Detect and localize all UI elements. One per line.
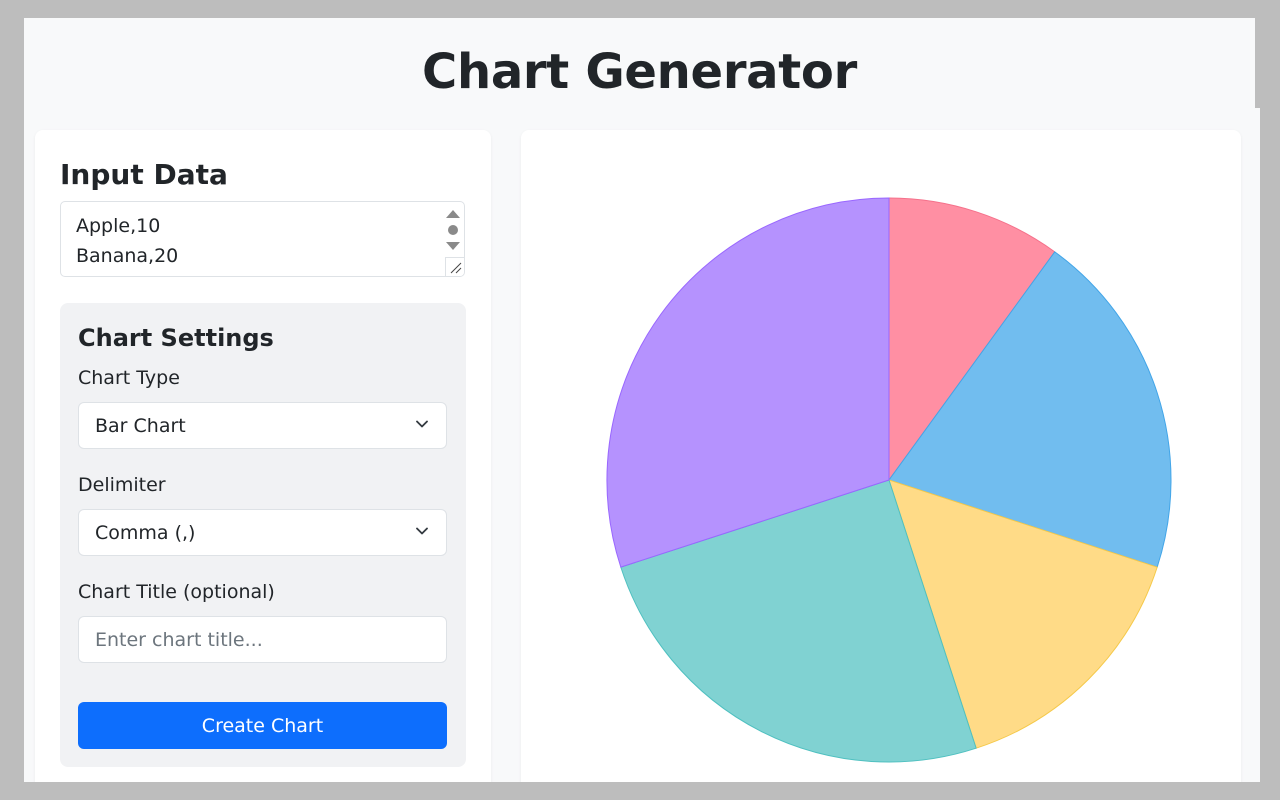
scroll-thumb[interactable] [448, 225, 458, 235]
pie-slice-4[interactable] [620, 479, 977, 763]
resize-grip-icon [450, 262, 462, 274]
scroll-down-icon[interactable] [446, 242, 460, 250]
create-chart-button[interactable]: Create Chart [78, 702, 447, 749]
chevron-down-icon [416, 420, 428, 428]
chart-type-select[interactable]: Bar Chart [78, 402, 447, 449]
window-edge [1255, 108, 1260, 782]
data-textarea[interactable]: Apple,10 Banana,20 [60, 201, 465, 277]
pie-slice-2[interactable] [888, 251, 1172, 568]
chart-type-label: Chart Type [78, 367, 180, 389]
chart-settings-title: Chart Settings [78, 324, 274, 352]
chart-settings-panel: Chart Settings Chart Type Bar Chart Deli… [60, 303, 466, 767]
pie-slice-5[interactable] [606, 197, 890, 568]
page-title: Chart Generator [422, 44, 857, 100]
data-line-1: Apple,10 [76, 215, 161, 237]
input-card: Input Data Apple,10 Banana,20 Chart Sett… [35, 130, 491, 782]
delimiter-value: Comma (,) [95, 522, 196, 544]
chart-title-label: Chart Title (optional) [78, 581, 275, 603]
delimiter-label: Delimiter [78, 474, 166, 496]
chart-card [521, 130, 1241, 782]
pie-chart [606, 197, 1172, 763]
pie-slice-1[interactable] [888, 197, 1056, 482]
chart-title-field[interactable] [78, 616, 447, 663]
delimiter-select[interactable]: Comma (,) [78, 509, 447, 556]
chart-type-value: Bar Chart [95, 415, 186, 437]
input-data-title: Input Data [60, 158, 228, 191]
chevron-down-icon [416, 527, 428, 535]
chart-title-input[interactable] [79, 617, 446, 662]
pie-slice-3[interactable] [888, 479, 1158, 749]
data-line-2: Banana,20 [76, 245, 179, 267]
resize-handle-icon[interactable] [445, 257, 464, 276]
app-window: Chart Generator Input Data Apple,10 Bana… [24, 18, 1255, 782]
scroll-up-icon[interactable] [446, 210, 460, 218]
